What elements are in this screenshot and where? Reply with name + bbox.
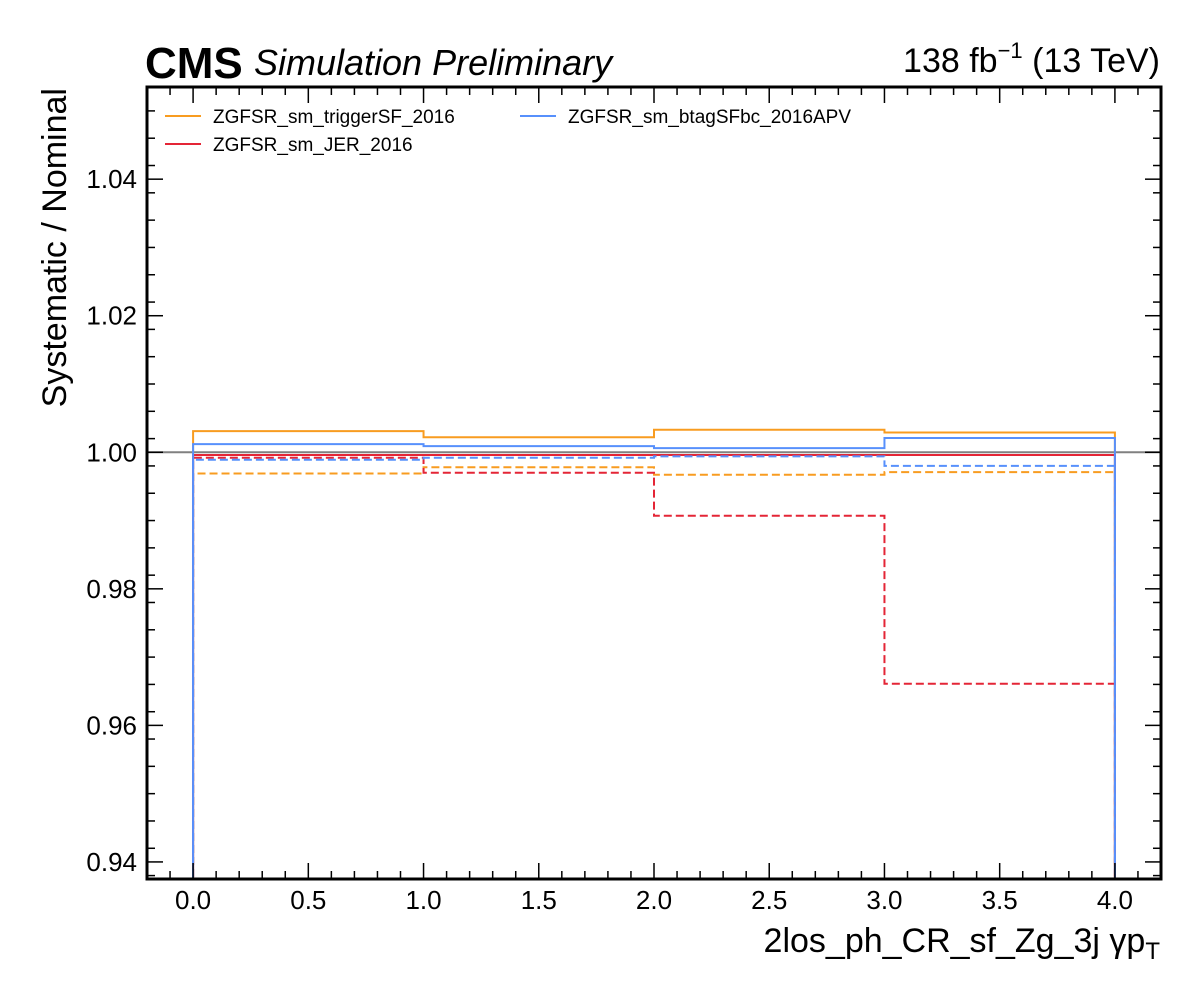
x-tick-label: 3.0: [866, 885, 902, 915]
series-line-4-up: [192, 436, 1116, 879]
x-axis-label-subscript: T: [1145, 938, 1160, 965]
legend-label: ZGFSR_sm_btagSFbc_2016APV: [568, 107, 851, 128]
status-label: Simulation Preliminary: [254, 42, 614, 83]
y-tick-label: 0.98: [86, 574, 137, 604]
luminosity-label: 138 fb−1 (13 TeV): [903, 38, 1160, 80]
y-tick-label: 1.04: [86, 164, 137, 194]
x-tick-label: 1.5: [521, 885, 557, 915]
x-tick-label: 0.5: [290, 885, 326, 915]
x-tick-label: 2.0: [636, 885, 672, 915]
experiment-label: CMS: [145, 39, 243, 88]
y-axis-label: Systematic / Nominal: [36, 88, 74, 407]
y-tick-label: 0.96: [86, 710, 137, 740]
series-line-3-down: [192, 456, 1116, 879]
legend-label: ZGFSR_sm_JER_2016: [213, 135, 413, 156]
series-line-1-down: [192, 466, 1116, 879]
x-axis-label: 2los_ph_CR_sf_Zg_3j γpT: [764, 922, 1161, 965]
x-axis-label-text: 2los_ph_CR_sf_Zg_3j γp: [764, 922, 1146, 960]
y-tick-label: 0.94: [86, 847, 137, 877]
x-tick-label: 0.0: [175, 885, 211, 915]
y-tick-label: 1.00: [86, 437, 137, 467]
plot-area: [147, 428, 1161, 879]
lumi-value: 138 fb: [903, 42, 998, 80]
x-tick-label: 2.5: [751, 885, 787, 915]
series-line-2-up: [192, 454, 1116, 879]
lumi-exponent: −1: [998, 38, 1023, 63]
axis-ticks: 0.0 0.5 1.0 1.5 2.0 2.5 3.0 3.5 4.0 0.94 0.96 0.98 1…: [86, 87, 1162, 915]
y-tick-label: 1.02: [86, 301, 137, 331]
series-line-0-up: [192, 428, 1116, 879]
legend: ZGFSR_sm_triggerSF_2016 ZGFSR_sm_JER_2016…: [165, 107, 851, 156]
series-line-5-down: [192, 455, 1116, 879]
x-tick-label: 4.0: [1097, 885, 1133, 915]
energy-label: (13 TeV): [1023, 42, 1160, 80]
x-tick-label: 3.5: [982, 885, 1018, 915]
legend-label: ZGFSR_sm_triggerSF_2016: [213, 107, 455, 128]
x-tick-label: 1.0: [405, 885, 441, 915]
plot-frame: [145, 85, 1163, 881]
